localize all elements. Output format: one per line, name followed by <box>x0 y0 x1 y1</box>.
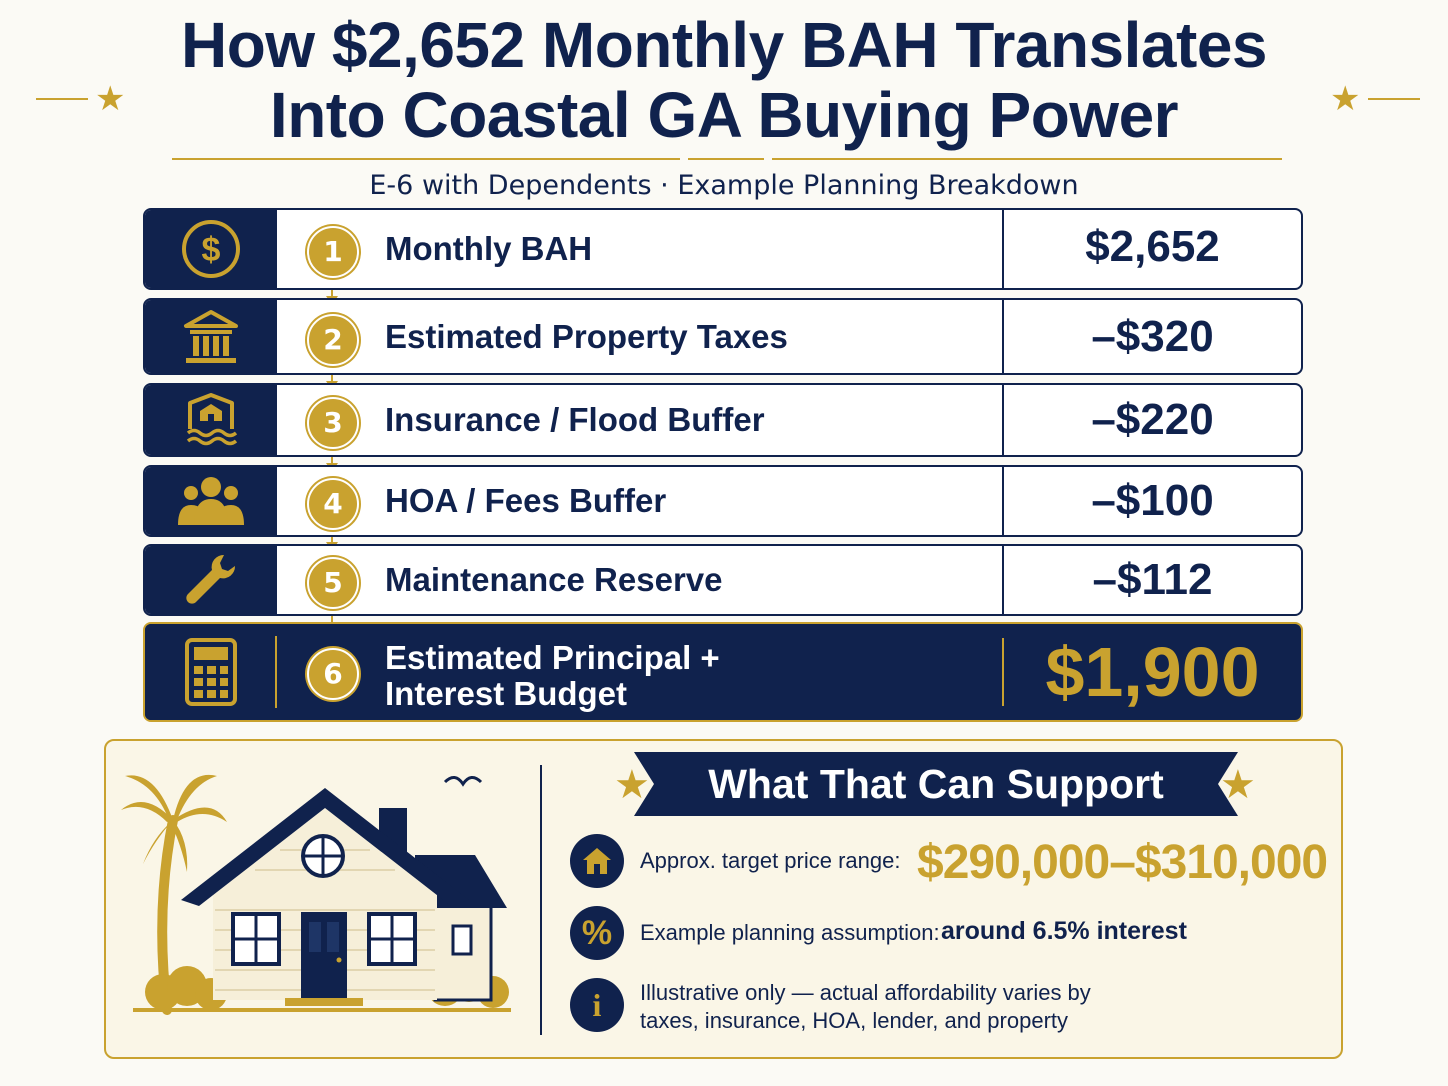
flow-arrow <box>331 537 333 544</box>
row-icon-box <box>145 624 277 720</box>
right-star-icon: ★ <box>1330 79 1361 119</box>
dollar-coin-icon: $ <box>182 220 240 278</box>
row-divider <box>1002 210 1004 288</box>
house-flood-icon <box>186 393 238 446</box>
disclaimer-line-2: taxes, insurance, HOA, lender, and prope… <box>640 1008 1069 1033</box>
row-icon-box: $ <box>145 210 277 288</box>
flow-arrow <box>331 457 333 465</box>
title-line-1: How $2,652 Monthly BAH Translates <box>180 9 1268 81</box>
row-value: –$220 <box>1091 395 1214 444</box>
info-icon: i <box>570 978 624 1032</box>
panel-divider <box>540 765 542 1035</box>
row-label: Estimated Principal + Interest Budget <box>385 639 720 712</box>
subtitle: E-6 with Dependents · Example Planning B… <box>369 170 1079 201</box>
row-value: $2,652 <box>1085 222 1220 271</box>
step-number: 6 <box>307 648 359 700</box>
flow-arrow <box>331 375 333 383</box>
support-heading: What That Can Support <box>708 761 1164 807</box>
row-label: Estimated Property Taxes <box>385 318 788 355</box>
row-label: Insurance / Flood Buffer <box>385 401 765 438</box>
step-number: 2 <box>307 314 359 366</box>
row-value: –$112 <box>1092 555 1213 604</box>
row-divider <box>1002 385 1004 455</box>
breakdown-row-3: 3 Insurance / Flood Buffer –$220 <box>143 383 1303 457</box>
breakdown-row-5: 5 Maintenance Reserve –$112 <box>143 544 1303 616</box>
calculator-icon <box>185 638 237 706</box>
right-deco-line <box>1368 98 1420 100</box>
support-heading-banner <box>634 752 1238 816</box>
row-value: $1,900 <box>1045 633 1260 711</box>
row-value: –$320 <box>1091 312 1214 361</box>
house-illustration-icon <box>121 774 511 1015</box>
wrench-icon <box>186 554 236 604</box>
breakdown-row-6-result: 6 Estimated Principal + Interest Budget … <box>143 622 1303 722</box>
row-divider <box>1002 300 1004 373</box>
home-icon <box>570 834 624 888</box>
step-number: 4 <box>307 478 359 530</box>
percent-icon: % <box>570 906 624 960</box>
row-icon-box <box>145 467 277 535</box>
breakdown-row-1: $ 1 Monthly BAH $2,652 <box>143 208 1303 290</box>
row-icon-box <box>145 546 277 614</box>
row-divider <box>1002 546 1004 614</box>
banner-left-star-icon: ★ <box>614 762 650 808</box>
flow-arrow <box>331 290 333 298</box>
svg-text:$: $ <box>202 231 221 269</box>
title-underline-left <box>172 158 680 160</box>
price-range-label: Approx. target price range: <box>640 848 901 873</box>
left-deco-line <box>36 98 88 100</box>
banner-right-star-icon: ★ <box>1220 762 1256 808</box>
assumption-value: around 6.5% interest <box>941 917 1187 945</box>
row-label: HOA / Fees Buffer <box>385 482 667 519</box>
step-number: 3 <box>307 397 359 449</box>
page-title: How $2,652 Monthly BAH Translates Into C… <box>0 10 1448 150</box>
row-label: Monthly BAH <box>385 230 593 267</box>
price-range-value: $290,000–$310,000 <box>917 836 1328 889</box>
row-value: –$100 <box>1091 476 1214 525</box>
title-underline-right <box>772 158 1282 160</box>
step-number: 1 <box>307 226 359 278</box>
left-star-icon: ★ <box>95 79 126 119</box>
breakdown-row-2: 2 Estimated Property Taxes –$320 <box>143 298 1303 375</box>
breakdown-row-4: 4 HOA / Fees Buffer –$100 <box>143 465 1303 537</box>
bank-building-icon <box>184 309 238 363</box>
row-label: Maintenance Reserve <box>385 561 723 598</box>
title-line-2: Into Coastal GA Buying Power <box>269 79 1179 151</box>
assumption-label: Example planning assumption: <box>640 920 940 945</box>
row-separator <box>275 636 277 708</box>
row-icon-box <box>145 300 277 373</box>
step-number: 5 <box>307 557 359 609</box>
row-divider <box>1002 638 1004 706</box>
disclaimer-line-1: Illustrative only — actual affordability… <box>640 980 1091 1005</box>
row-icon-box <box>145 385 277 455</box>
people-group-icon <box>178 477 244 525</box>
title-underline-mid <box>688 158 764 160</box>
row-divider <box>1002 467 1004 535</box>
